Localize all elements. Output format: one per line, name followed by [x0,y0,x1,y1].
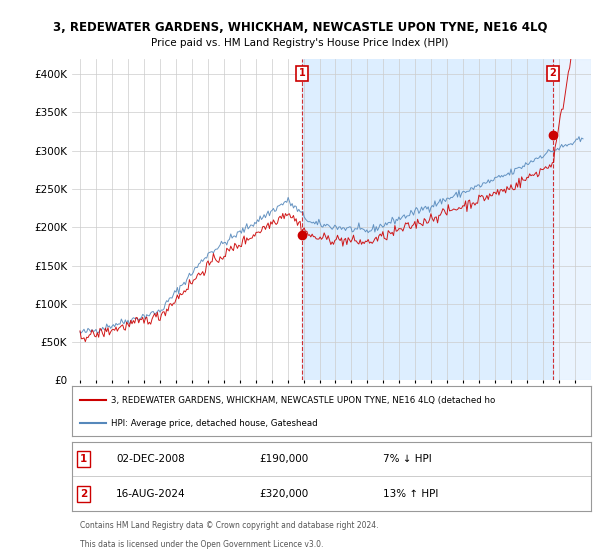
Text: 16-AUG-2024: 16-AUG-2024 [116,489,186,499]
Text: 02-DEC-2008: 02-DEC-2008 [116,454,185,464]
Text: This data is licensed under the Open Government Licence v3.0.: This data is licensed under the Open Gov… [80,540,323,549]
Text: 2: 2 [550,68,556,78]
Text: 1: 1 [299,68,305,78]
Text: HPI: Average price, detached house, Gateshead: HPI: Average price, detached house, Gate… [111,419,317,428]
Text: Price paid vs. HM Land Registry's House Price Index (HPI): Price paid vs. HM Land Registry's House … [151,38,449,48]
Text: 1: 1 [80,454,87,464]
Text: 13% ↑ HPI: 13% ↑ HPI [383,489,439,499]
Bar [553,59,591,380]
Text: 3, REDEWATER GARDENS, WHICKHAM, NEWCASTLE UPON TYNE, NE16 4LQ (detached ho: 3, REDEWATER GARDENS, WHICKHAM, NEWCASTL… [111,396,495,405]
Bar [302,59,553,380]
Text: £320,000: £320,000 [259,489,308,499]
Text: 3, REDEWATER GARDENS, WHICKHAM, NEWCASTLE UPON TYNE, NE16 4LQ: 3, REDEWATER GARDENS, WHICKHAM, NEWCASTL… [53,21,547,34]
Text: £190,000: £190,000 [259,454,308,464]
Text: 2: 2 [80,489,87,499]
Text: 7% ↓ HPI: 7% ↓ HPI [383,454,432,464]
Text: Contains HM Land Registry data © Crown copyright and database right 2024.: Contains HM Land Registry data © Crown c… [80,521,378,530]
